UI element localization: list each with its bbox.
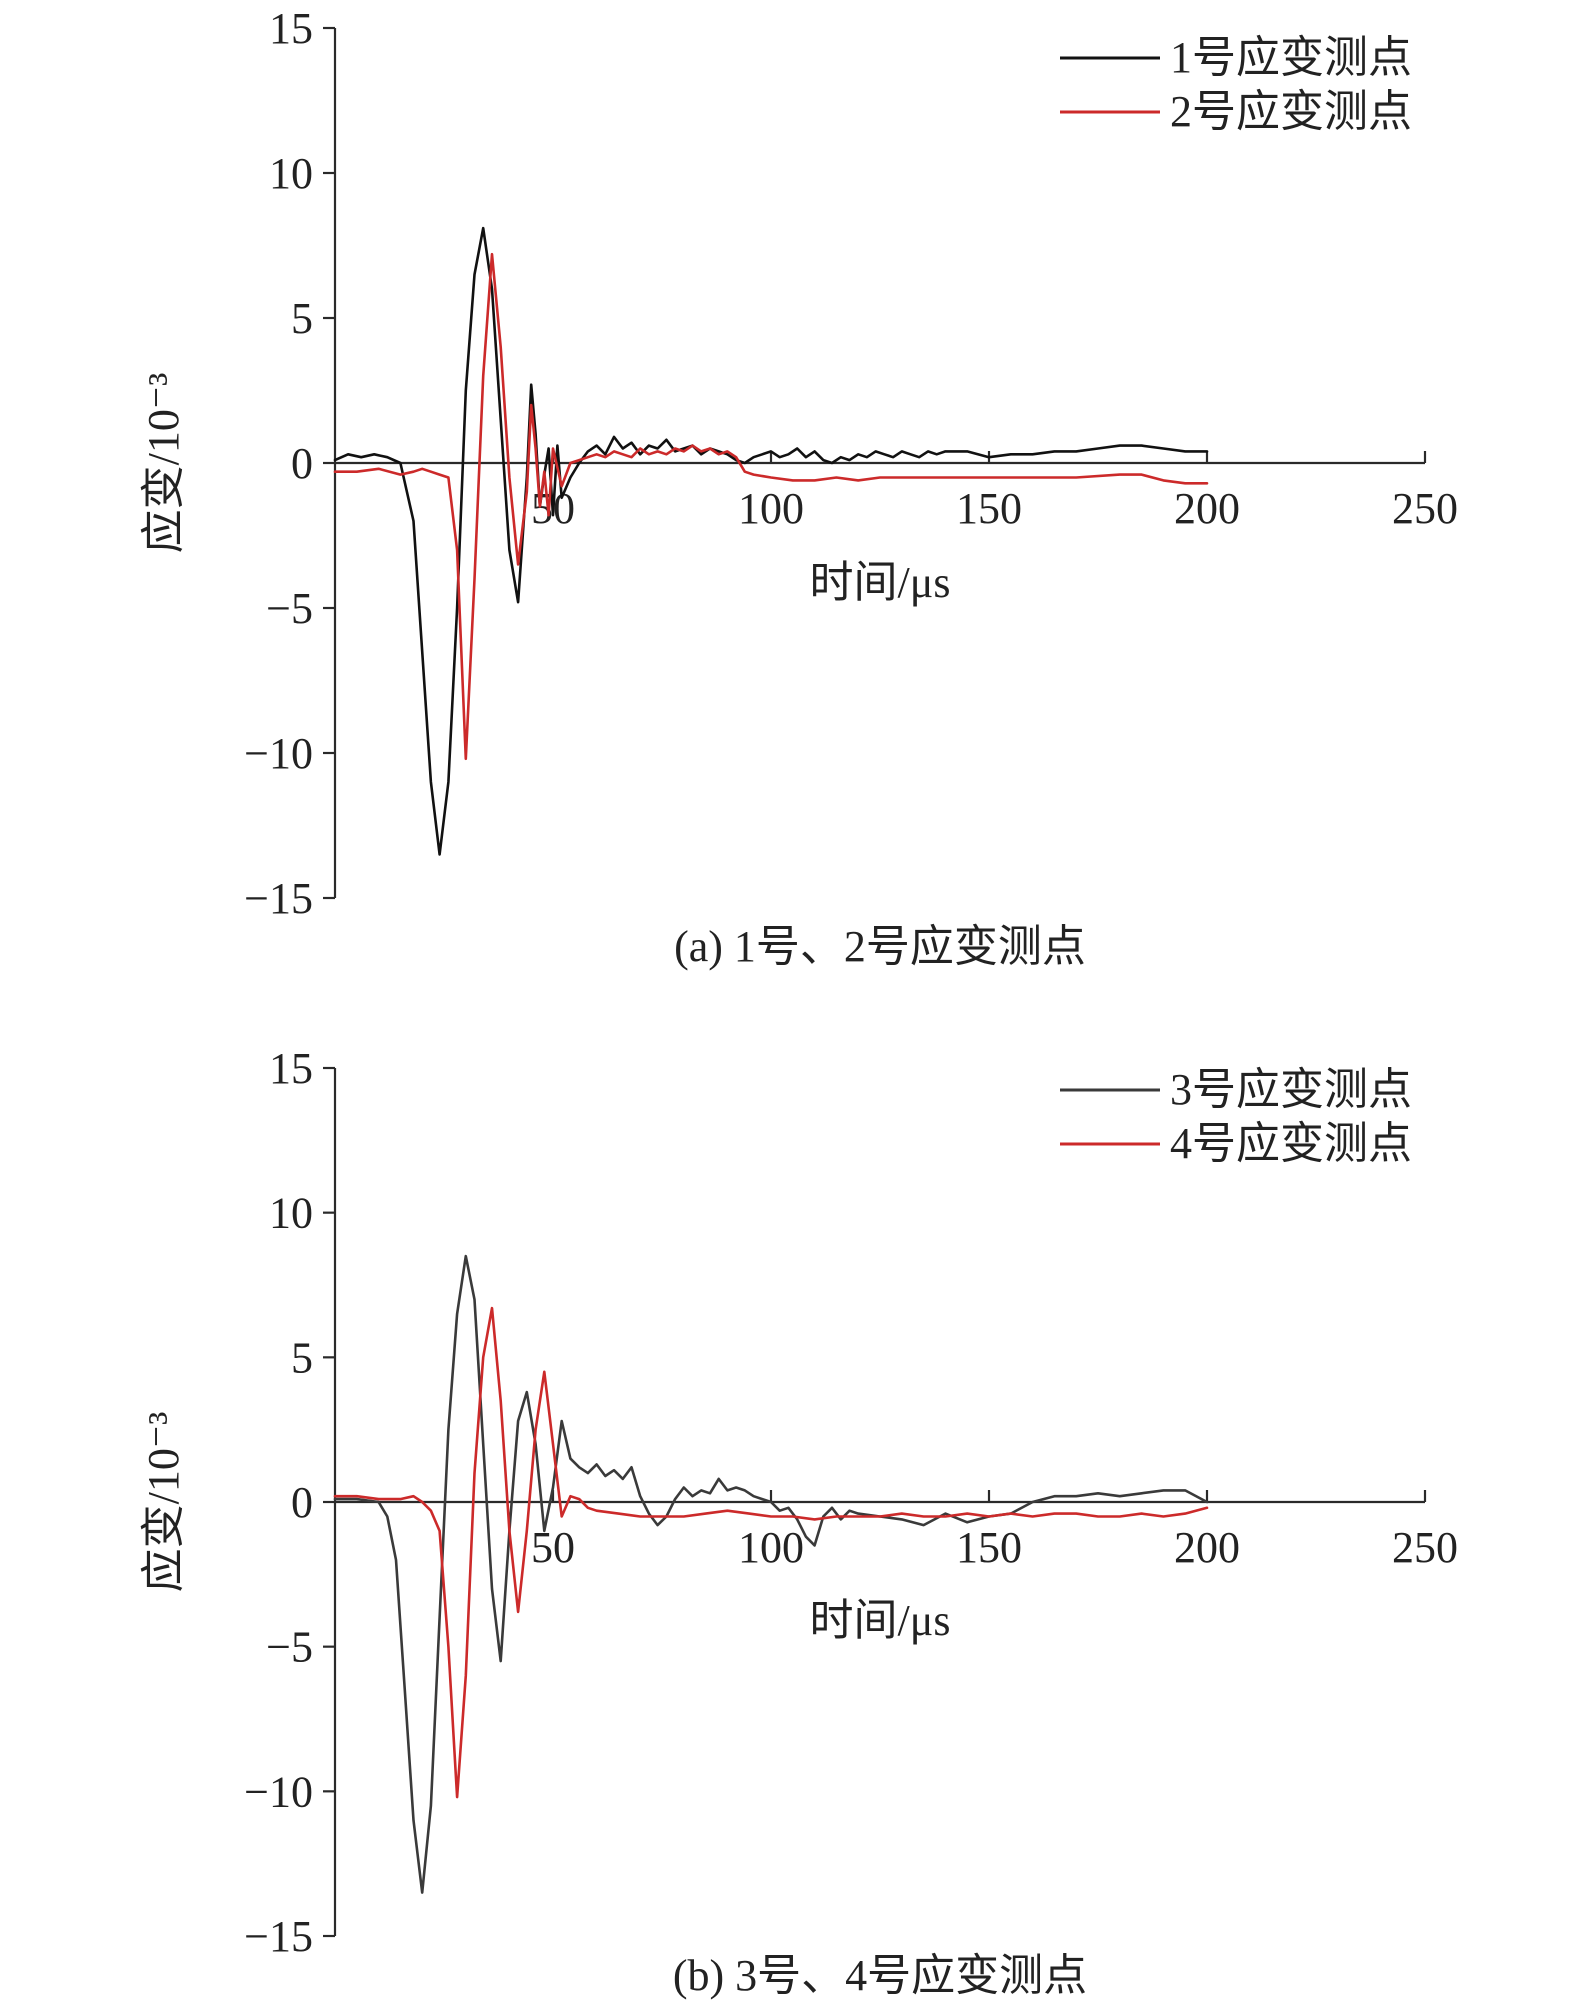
x-axis-title: 时间/μs xyxy=(810,1596,951,1645)
series-lines xyxy=(333,1254,1209,1894)
legend-label-series-3: 3号应变测点 xyxy=(1170,1065,1412,1114)
x-tick-label: 200 xyxy=(1174,484,1240,533)
y-axis-ticks: 15 10 5 0 −5 −10 −15 xyxy=(244,1044,335,1961)
y-tick-label: 10 xyxy=(269,1189,313,1238)
y-tick-label: 5 xyxy=(291,294,313,343)
legend: 1号应变测点 2号应变测点 xyxy=(1060,33,1412,136)
y-tick-label: 15 xyxy=(269,1044,313,1093)
legend-label-series-4: 4号应变测点 xyxy=(1170,1119,1412,1168)
x-axis-ticks: 50 100 150 200 250 xyxy=(531,451,1458,533)
y-tick-label: 0 xyxy=(291,439,313,488)
y-axis-title: 应变/10⁻³ xyxy=(139,373,188,554)
y-tick-label: 10 xyxy=(269,149,313,198)
x-tick-label: 250 xyxy=(1392,1523,1458,1572)
x-axis-title: 时间/μs xyxy=(810,558,951,607)
panel-caption: (a) 1号、2号应变测点 xyxy=(674,922,1086,971)
x-tick-label: 50 xyxy=(531,1523,575,1572)
y-tick-label: −15 xyxy=(244,1912,313,1961)
x-tick-label: 100 xyxy=(738,1523,804,1572)
y-axis-ticks: 15 10 5 0 −5 −10 −15 xyxy=(244,4,335,923)
y-tick-label: −10 xyxy=(244,1767,313,1816)
y-tick-label: −10 xyxy=(244,729,313,778)
x-tick-label: 200 xyxy=(1174,1523,1240,1572)
series-line-2 xyxy=(333,252,1209,761)
x-tick-label: 150 xyxy=(956,1523,1022,1572)
x-axis-ticks: 50 100 150 200 250 xyxy=(531,1490,1458,1572)
x-tick-label: 100 xyxy=(738,484,804,533)
y-tick-label: 5 xyxy=(291,1333,313,1382)
y-tick-label: 15 xyxy=(269,4,313,53)
x-tick-label: 250 xyxy=(1392,484,1458,533)
y-tick-label: −15 xyxy=(244,874,313,923)
x-tick-label: 150 xyxy=(956,484,1022,533)
y-tick-label: −5 xyxy=(266,1623,313,1672)
panel-caption: (b) 3号、4号应变测点 xyxy=(673,1951,1087,2000)
y-axis-title: 应变/10⁻³ xyxy=(139,1412,188,1593)
y-tick-label: −5 xyxy=(266,584,313,633)
legend-label-series-1: 1号应变测点 xyxy=(1170,33,1412,82)
legend: 3号应变测点 4号应变测点 xyxy=(1060,1065,1412,1168)
series-line-4 xyxy=(333,1306,1209,1799)
y-tick-label: 0 xyxy=(291,1478,313,1527)
legend-label-series-2: 2号应变测点 xyxy=(1170,87,1412,136)
series-lines xyxy=(333,226,1209,856)
